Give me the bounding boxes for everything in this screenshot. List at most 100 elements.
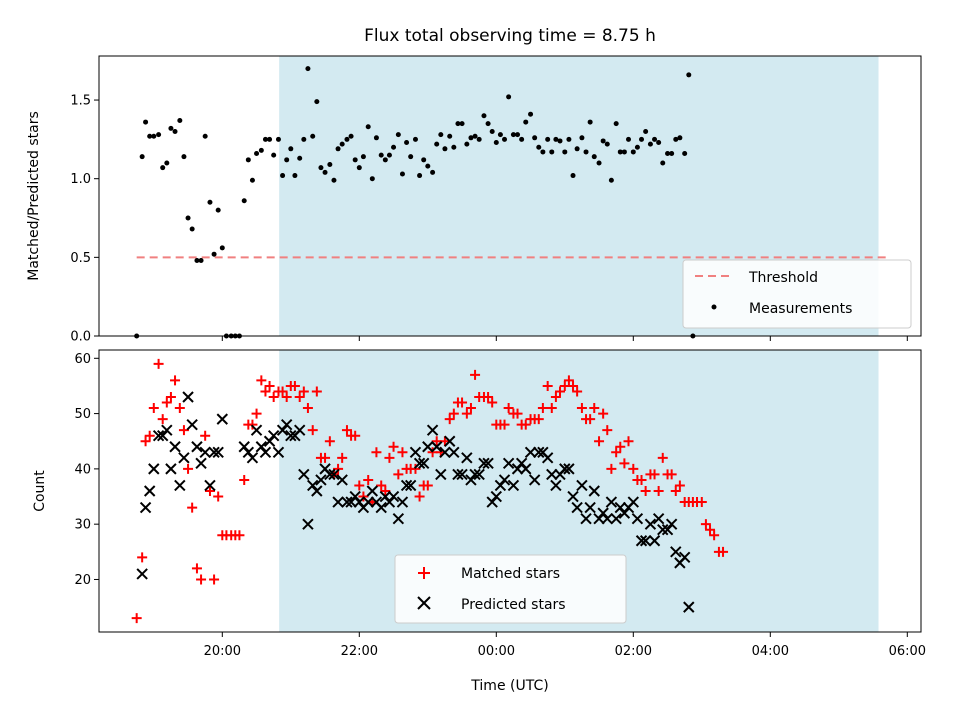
predicted-star-marker (143, 485, 156, 497)
predicted-star-marker (182, 391, 194, 403)
matched-star-marker (465, 403, 476, 414)
matched-star-marker (568, 380, 579, 391)
legend-predicted-swatch (417, 596, 431, 610)
measurement-point (408, 154, 414, 160)
measurement-point (583, 149, 589, 155)
predicted-star-marker (469, 468, 481, 481)
matched-star-marker (705, 524, 716, 535)
predicted-star-marker (315, 474, 327, 486)
matched-star-marker (281, 392, 292, 402)
measurement-point (172, 129, 178, 135)
matched-star-marker (264, 380, 275, 391)
matched-star-marker (350, 430, 361, 441)
predicted-star-marker (439, 446, 451, 459)
measurement-point (425, 163, 431, 169)
predicted-star-marker (683, 601, 695, 613)
measurement-point (348, 133, 354, 139)
measurement-point (421, 157, 427, 163)
measurement-point (665, 151, 671, 157)
measurement-point (682, 151, 688, 157)
measurement-point (673, 136, 679, 142)
matched-star-marker (487, 397, 498, 408)
matched-star-marker (718, 546, 729, 557)
matched-star-marker (457, 397, 468, 408)
ratio-panel: 0.0 0.5 1.0 1.5 Matched/Predicted stars Thr… (26, 55, 922, 345)
predicted-star-marker (639, 535, 652, 547)
predicted-star-marker (267, 429, 280, 442)
predicted-star-marker (250, 424, 263, 436)
predicted-star-marker (657, 523, 669, 536)
matched-star-marker (209, 574, 220, 585)
predicted-star-marker (494, 479, 507, 492)
measurement-point (485, 121, 491, 127)
measurement-point (647, 141, 653, 147)
measurement-point (528, 111, 534, 117)
predicted-star-marker (152, 429, 165, 442)
predicted-star-marker (652, 512, 665, 525)
matched-star-marker (606, 463, 617, 474)
predicted-star-marker (498, 474, 511, 486)
predicted-star-marker (178, 452, 190, 464)
measurement-point (515, 132, 521, 138)
predicted-star-marker (576, 479, 588, 492)
measurement-point (506, 94, 512, 100)
measurement-point (639, 136, 645, 142)
count-x-ticks: 20:00 22:00 00:00 02:00 04:00 06:00 (204, 632, 926, 659)
measurement-point (189, 226, 195, 232)
measurement-point (476, 136, 482, 142)
matched-star-marker (499, 419, 510, 430)
predicted-star-marker (528, 474, 541, 486)
predicted-star-marker (563, 463, 575, 475)
predicted-star-marker (341, 496, 353, 508)
measurement-point (369, 176, 375, 182)
predicted-star-marker (430, 441, 443, 453)
measurement-point (254, 151, 260, 157)
y-tick-label: 1.5 (70, 94, 91, 109)
matched-star-marker (444, 414, 455, 425)
matched-star-marker (448, 408, 459, 419)
measurement-point (198, 257, 204, 263)
measurement-point (382, 157, 388, 163)
predicted-star-marker (665, 518, 678, 530)
predicted-star-marker (392, 512, 405, 525)
matched-star-marker (174, 403, 185, 414)
predicted-star-marker (413, 457, 426, 470)
matched-star-marker (537, 403, 548, 414)
measurement-point (434, 141, 440, 147)
measurement-point (545, 136, 551, 142)
matched-star-marker (550, 392, 561, 402)
x-tick-label: 00:00 (478, 644, 515, 659)
measurement-point (249, 177, 255, 183)
measurement-point (591, 154, 597, 160)
predicted-star-marker (285, 429, 297, 442)
matched-star-marker (512, 408, 523, 419)
predicted-star-marker (238, 441, 250, 453)
predicted-star-marker (502, 457, 515, 470)
matched-star-marker (615, 441, 626, 452)
predicted-star-marker (156, 429, 169, 442)
predicted-star-marker (259, 446, 272, 459)
predicted-stars-points (136, 391, 695, 613)
y-tick-label: 50 (74, 407, 91, 422)
matched-star-marker (422, 480, 433, 491)
measurement-point (451, 144, 457, 150)
predicted-star-marker (349, 490, 361, 503)
measurement-point (459, 121, 465, 127)
ratio-x-ticks (221, 336, 908, 341)
matched-star-marker (414, 491, 425, 502)
measurement-point (339, 141, 345, 147)
predicted-star-marker (456, 468, 468, 481)
y-tick-label: 20 (74, 573, 91, 588)
predicted-star-marker (486, 496, 498, 508)
matched-star-marker (170, 375, 181, 386)
predicted-star-marker (614, 501, 626, 514)
matched-star-marker (520, 419, 531, 430)
measurement-point (472, 133, 478, 139)
predicted-star-marker (678, 551, 691, 564)
measurement-point (386, 152, 392, 158)
measurement-point (378, 152, 384, 158)
matched-star-marker (302, 403, 313, 414)
matched-star-marker (191, 563, 202, 574)
predicted-star-marker (597, 507, 609, 519)
ratio-y-ticks: 0.0 0.5 1.0 1.5 (70, 94, 99, 345)
